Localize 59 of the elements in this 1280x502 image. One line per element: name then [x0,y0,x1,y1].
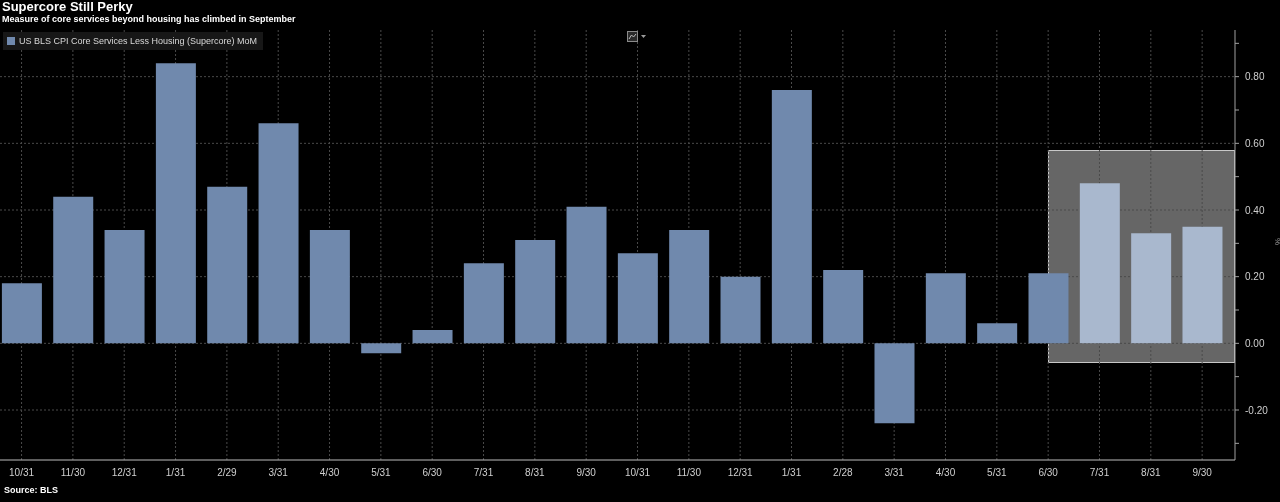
bar [977,323,1018,344]
x-tick-label: 6/30 [422,467,443,479]
bar [463,263,504,344]
y-tick-label: 0.40 [1245,204,1265,216]
x-tick-label: 5/31 [987,467,1007,479]
bar [412,330,453,344]
bar [874,343,915,424]
bar [258,123,299,344]
bar [1079,183,1120,344]
y-tick-label: 0.00 [1245,337,1265,349]
y-tick-label: 0.80 [1245,71,1265,83]
bar [515,240,556,344]
x-tick-label: 3/31 [268,467,289,479]
x-tick-label: 12/31 [111,467,138,479]
x-tick-label: 6/30 [1038,467,1059,479]
x-tick-label: 10/31 [625,467,651,479]
bar [1131,233,1172,344]
y-tick-label: -0.20 [1245,404,1269,416]
y-axis-title: % [1273,237,1280,245]
x-tick-label: 9/30 [1192,467,1213,479]
bar [53,196,94,344]
x-tick-label: 4/30 [319,467,340,479]
x-tick-label: 5/31 [371,467,392,479]
bar [669,230,710,344]
x-tick-label: 1/31 [781,467,802,479]
bar [309,230,350,344]
y-tick-label: 0.60 [1245,137,1265,149]
x-tick-label: 3/31 [884,467,905,479]
bar [1,283,42,344]
x-tick-label: 7/31 [473,467,494,479]
bar [566,206,607,344]
x-tick-label: 2/28 [833,467,854,479]
bar [925,273,966,344]
x-tick-label: 12/31 [727,467,754,479]
legend-label: US BLS CPI Core Services Less Housing (Supercore) MoM [19,35,258,47]
bar [1028,273,1069,344]
x-tick-label: 8/31 [525,467,546,479]
bar [207,186,248,344]
bar [617,253,658,344]
y-tick-label: 0.20 [1245,271,1265,283]
source-note: Source: BLS [4,485,59,496]
bar [1182,226,1223,344]
x-tick-label: 4/30 [935,467,956,479]
bar [155,63,196,344]
x-tick-label: 2/29 [217,467,238,479]
x-tick-label: 7/31 [1089,467,1110,479]
x-tick-label: 8/31 [1141,467,1161,479]
x-tick-label: 11/30 [60,467,86,479]
chart-subtitle: Measure of core services beyond housing has climbed in September [2,14,296,25]
bar [771,90,812,344]
bar [104,230,145,344]
bar [720,276,761,344]
x-tick-label: 9/30 [576,467,597,479]
x-tick-label: 1/31 [165,467,186,479]
bar [361,343,402,354]
bar [823,270,864,344]
x-tick-label: 11/30 [676,467,702,479]
chart-title: Supercore Still Perky [2,0,133,14]
x-tick-label: 10/31 [9,467,35,479]
